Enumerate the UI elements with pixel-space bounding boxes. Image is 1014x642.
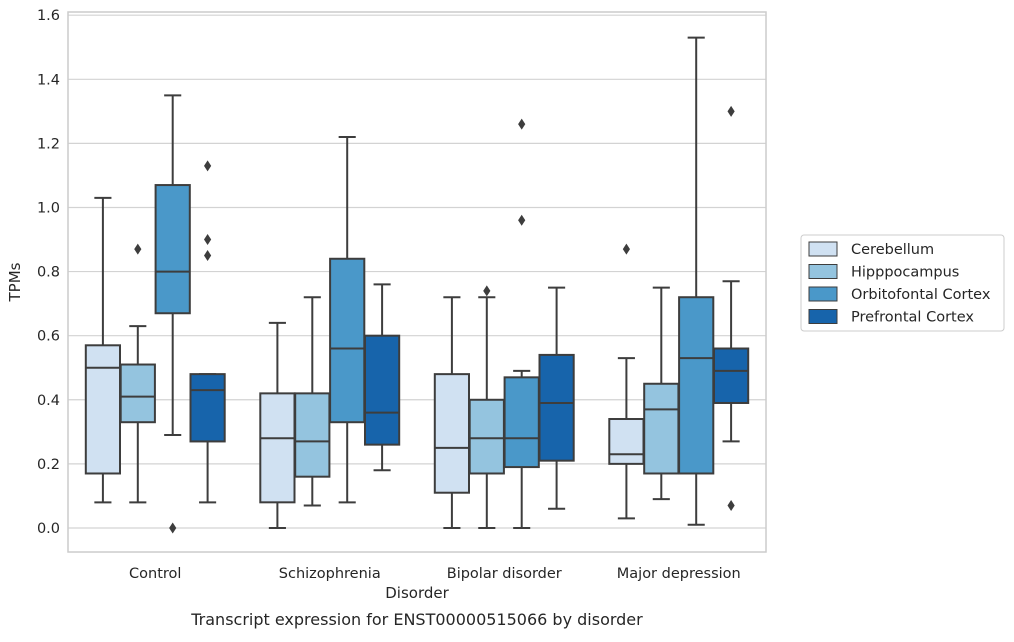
legend-swatch	[808, 309, 838, 324]
box-body	[189, 373, 226, 443]
legend-swatch	[808, 241, 838, 257]
outlier-point	[204, 234, 212, 246]
outlier-point	[622, 243, 630, 255]
box-3-0	[189, 160, 226, 504]
box-body	[643, 382, 680, 475]
y-tick-label: 0.2	[37, 457, 60, 473]
outlier-point	[518, 118, 526, 130]
box-body	[84, 344, 122, 475]
chart-caption: Transcript expression for ENST0000051506…	[190, 610, 643, 629]
y-tick-label: 0.8	[37, 265, 60, 281]
box-0-1	[259, 321, 296, 529]
outlier-point	[727, 500, 735, 512]
outlier-point	[169, 522, 177, 534]
box-body	[608, 418, 645, 465]
y-tick-label: 0.0	[37, 521, 60, 537]
box-1-1	[294, 296, 331, 507]
y-tick-label: 1.0	[37, 200, 60, 216]
legend-swatch	[808, 286, 838, 302]
legend-label: Prefrontal Cortex	[851, 310, 974, 326]
y-tick-label: 1.4	[37, 72, 60, 88]
box-body	[433, 373, 471, 494]
box-2-0	[154, 94, 191, 534]
y-axis-label: TPMs	[6, 262, 24, 302]
y-tick-label: 0.6	[37, 329, 60, 345]
x-axis-ticks: Control Schizophrenia Bipolar disorder Majo…	[129, 566, 741, 582]
legend-label: Orbitofontal Cortex	[851, 287, 991, 303]
box-0-3	[608, 243, 645, 520]
legend: Cerebellum Hipppocampus Orbitofontal Corte…	[800, 234, 1005, 332]
x-tick-label: Major depression	[617, 566, 741, 582]
box-body	[363, 334, 401, 446]
outlier-point	[483, 285, 491, 297]
box-body	[294, 392, 331, 478]
y-axis-ticks: 0.0 0.2 0.4 0.6 0.8 1.0 1.2 1.4 1.6	[37, 8, 60, 537]
box-body	[119, 363, 156, 424]
outlier-point	[204, 160, 212, 172]
box-body	[678, 296, 715, 475]
box-body	[468, 398, 505, 475]
x-tick-label: Bipolar disorder	[447, 566, 562, 582]
legend-swatch	[808, 264, 838, 279]
box-body	[259, 392, 296, 504]
box-body	[329, 257, 366, 424]
x-axis-label: Disorder	[385, 584, 449, 602]
box-1-2	[468, 285, 505, 529]
legend-frame	[800, 234, 1005, 332]
outlier-point	[727, 105, 735, 117]
box-3-2	[538, 286, 575, 510]
box-2-2	[503, 118, 540, 529]
box-2-3	[678, 36, 715, 526]
box-body	[712, 347, 750, 404]
x-tick-label: Schizophrenia	[279, 566, 381, 582]
box-body	[503, 376, 540, 469]
y-tick-label: 1.2	[37, 136, 60, 152]
outlier-point	[134, 243, 142, 255]
box-1-3	[643, 286, 680, 501]
outlier-point	[518, 214, 526, 226]
box-3-1	[363, 283, 401, 472]
legend-label: Hipppocampus	[851, 265, 959, 281]
plot-area-frame	[67, 11, 767, 553]
outlier-point	[204, 250, 212, 262]
box-0-0	[84, 196, 122, 504]
box-3-3	[712, 105, 750, 512]
y-tick-label: 1.6	[37, 8, 60, 24]
box-2-1	[329, 135, 366, 504]
x-tick-label: Control	[129, 566, 181, 582]
box-1-0	[119, 243, 156, 504]
legend-label: Cerebellum	[851, 242, 934, 258]
box-plot-marks	[84, 36, 750, 534]
box-0-2	[433, 296, 471, 529]
box-body	[154, 184, 191, 315]
y-tick-label: 0.4	[37, 393, 60, 409]
box-body	[538, 353, 575, 462]
